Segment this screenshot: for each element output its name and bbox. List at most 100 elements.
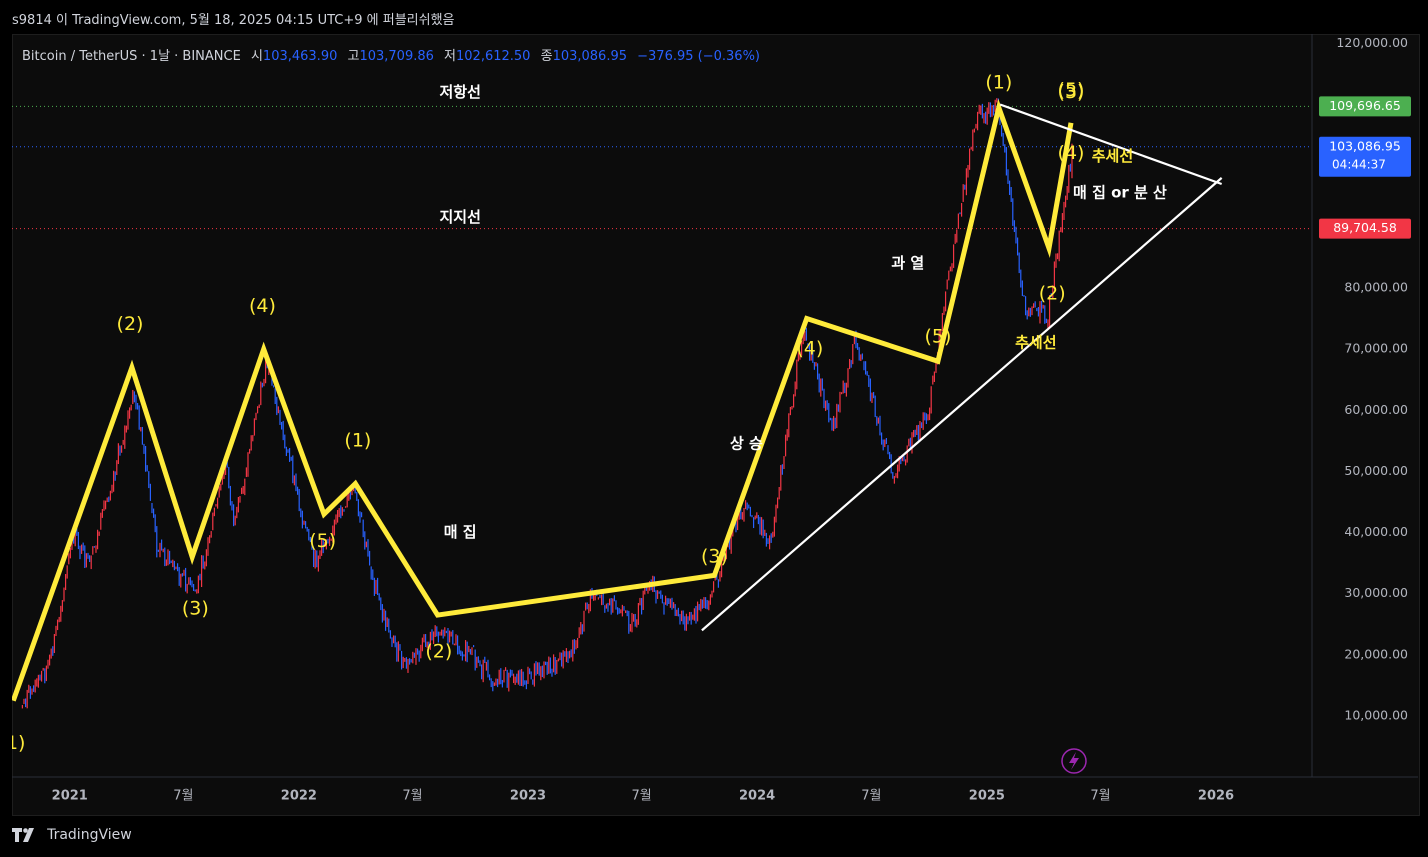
candle bbox=[940, 328, 942, 337]
candle bbox=[116, 460, 118, 475]
candle bbox=[484, 656, 486, 664]
candle bbox=[223, 470, 225, 480]
candle bbox=[367, 539, 369, 557]
chart-annotation: 추세선 bbox=[1015, 333, 1056, 351]
candle bbox=[468, 645, 470, 653]
candle bbox=[351, 487, 353, 496]
wave-label: (2) bbox=[425, 640, 452, 662]
candle bbox=[615, 600, 617, 610]
candle bbox=[671, 597, 673, 610]
chart-panel bbox=[12, 34, 1420, 816]
candle bbox=[525, 680, 527, 690]
candle bbox=[989, 102, 991, 118]
candle bbox=[282, 420, 284, 441]
candle bbox=[122, 439, 124, 445]
last-price-badge bbox=[1319, 136, 1411, 177]
candle bbox=[834, 417, 836, 429]
candle bbox=[260, 381, 262, 406]
candle bbox=[564, 651, 566, 657]
candle bbox=[728, 538, 731, 550]
candle bbox=[460, 650, 462, 657]
candle bbox=[530, 671, 532, 680]
candle bbox=[573, 639, 575, 654]
candle bbox=[589, 589, 591, 612]
high-label: 고 bbox=[347, 49, 360, 64]
price-level-label: 89,704.58 bbox=[1333, 220, 1397, 235]
candle bbox=[117, 443, 119, 465]
candle bbox=[549, 657, 551, 674]
candle bbox=[813, 362, 815, 370]
candle bbox=[309, 536, 311, 543]
candle bbox=[300, 508, 302, 518]
candle bbox=[328, 536, 331, 546]
candle bbox=[165, 559, 167, 566]
candle bbox=[986, 107, 988, 125]
candle bbox=[933, 371, 935, 382]
publish-header: s9814 이 TradingView.com, 5월 18, 2025 04:… bbox=[0, 0, 1428, 34]
candle bbox=[108, 496, 110, 503]
time-tick-label: 2021 bbox=[52, 789, 88, 804]
time-tick-label: 2025 bbox=[969, 789, 1005, 804]
candle bbox=[749, 506, 751, 517]
candle bbox=[623, 606, 625, 611]
candle bbox=[765, 532, 767, 547]
candle bbox=[324, 542, 326, 547]
candle bbox=[912, 430, 915, 438]
candle bbox=[327, 538, 329, 544]
candle bbox=[463, 654, 465, 657]
candle bbox=[63, 587, 65, 602]
wave-label: (5) bbox=[309, 530, 336, 552]
candle bbox=[983, 113, 985, 124]
candle bbox=[735, 519, 737, 533]
candle bbox=[304, 521, 307, 529]
footer: TradingView bbox=[12, 824, 132, 848]
candle bbox=[980, 105, 982, 115]
candle bbox=[680, 610, 683, 622]
candle bbox=[424, 634, 427, 648]
candle bbox=[202, 555, 204, 569]
tradingview-brand[interactable]: TradingView bbox=[47, 826, 132, 843]
candle bbox=[296, 486, 299, 495]
candle bbox=[543, 661, 545, 679]
tradingview-logo-icon[interactable] bbox=[12, 827, 38, 843]
candle bbox=[458, 645, 460, 655]
candle bbox=[847, 368, 849, 388]
candle bbox=[962, 184, 964, 202]
candle bbox=[244, 478, 246, 496]
rising-trendline bbox=[701, 177, 1223, 632]
candle bbox=[901, 457, 903, 462]
price-tick-label: 10,000.00 bbox=[1344, 708, 1408, 723]
candle bbox=[506, 669, 508, 688]
price-tick-label: 50,000.00 bbox=[1344, 463, 1408, 478]
candle bbox=[128, 407, 131, 419]
candle bbox=[805, 327, 807, 341]
candle bbox=[690, 611, 692, 625]
candle bbox=[1032, 303, 1035, 309]
symbol-name[interactable]: Bitcoin / TetherUS · 1날 · BINANCE bbox=[22, 49, 241, 64]
candle bbox=[474, 649, 476, 671]
candle bbox=[524, 680, 526, 685]
candle bbox=[968, 148, 971, 170]
candle bbox=[695, 605, 697, 624]
candle bbox=[844, 382, 846, 394]
candle bbox=[388, 618, 390, 633]
candle bbox=[1058, 230, 1060, 262]
candle bbox=[850, 360, 852, 368]
candle bbox=[517, 670, 519, 685]
candle bbox=[357, 499, 359, 517]
candle bbox=[562, 650, 564, 669]
candle bbox=[1061, 213, 1063, 233]
candle bbox=[500, 668, 502, 685]
candle bbox=[957, 213, 959, 229]
candle bbox=[792, 394, 795, 408]
candle bbox=[154, 514, 156, 533]
candle bbox=[279, 409, 281, 425]
price-chart[interactable]: (1)(2)(3)(4)(5)(1)(2)(3)(4)(5)(1)(2)(3)(… bbox=[12, 34, 1418, 814]
falling-trendline bbox=[999, 103, 1223, 186]
candle bbox=[554, 657, 556, 675]
candle bbox=[682, 610, 684, 625]
candle bbox=[546, 661, 548, 675]
chart-annotation: 추세선 bbox=[1092, 147, 1133, 165]
candle bbox=[330, 538, 332, 541]
candle bbox=[909, 437, 911, 451]
